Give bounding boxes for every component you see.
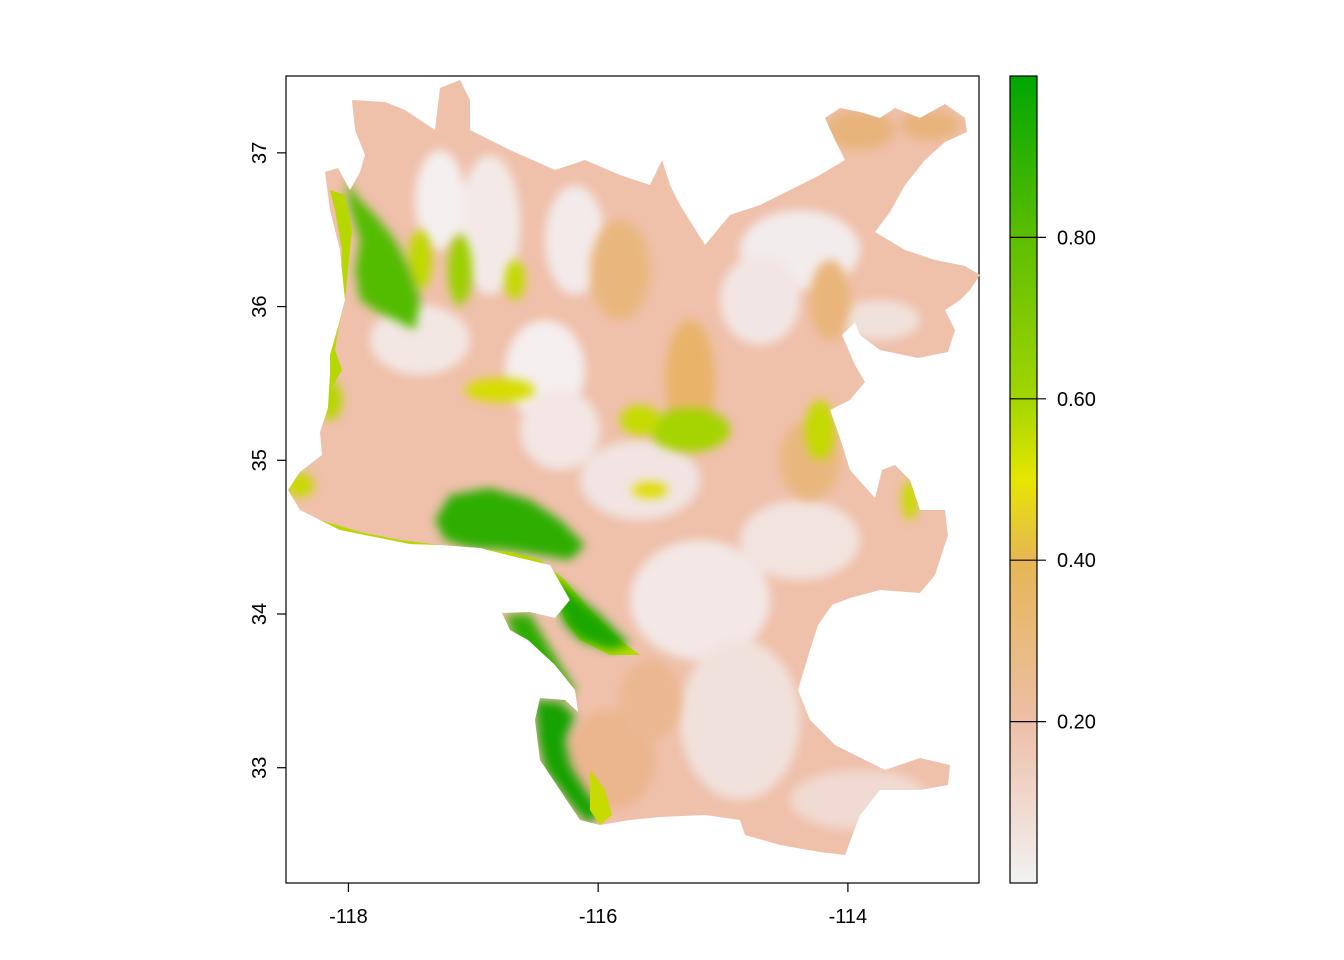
legend-colorbar xyxy=(1010,76,1037,883)
low-value-areas xyxy=(370,150,930,830)
raster-region xyxy=(288,80,980,855)
y-axis: 33 34 35 36 37 xyxy=(249,142,286,779)
x-axis: -118 -116 -114 xyxy=(329,883,867,928)
x-tick-label: -114 xyxy=(829,906,868,928)
legend-tick-label: 0.20 xyxy=(1057,712,1096,734)
y-tick-label: 36 xyxy=(249,295,271,317)
y-tick-label: 33 xyxy=(249,757,271,779)
y-tick-label: 37 xyxy=(249,142,271,164)
legend-tick-label: 0.60 xyxy=(1057,389,1096,411)
y-tick-label: 35 xyxy=(249,449,271,471)
legend-tick-label: 0.40 xyxy=(1057,550,1096,572)
x-tick-label: -116 xyxy=(579,906,618,928)
x-tick-label: -118 xyxy=(329,906,368,928)
y-tick-label: 34 xyxy=(249,603,271,625)
legend-ticks: 0.20 0.40 0.60 0.80 xyxy=(1010,227,1096,734)
legend-frame xyxy=(1009,75,1038,884)
plot-frame xyxy=(285,75,980,884)
legend-tick-label: 0.80 xyxy=(1057,227,1096,249)
